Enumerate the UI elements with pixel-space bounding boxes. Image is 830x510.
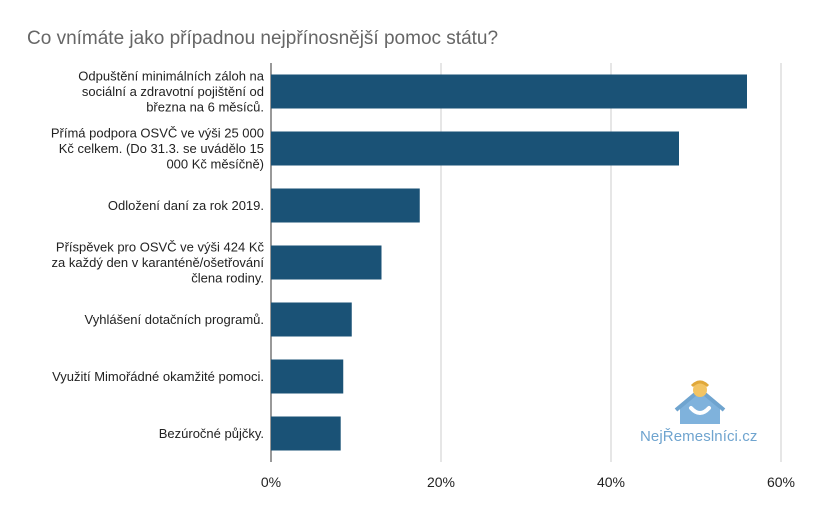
bar xyxy=(271,245,382,280)
category-label: Bezúročné půjčky. xyxy=(159,426,264,441)
category-label: Vyhlášení dotačních programů. xyxy=(85,312,264,327)
category-label: Přímá podpora OSVČ ve výši 25 000 Kč celk… xyxy=(51,126,264,172)
bar xyxy=(271,359,344,394)
x-tick-label: 20% xyxy=(427,474,455,490)
bar xyxy=(271,416,341,451)
category-label: Odložení daní za rok 2019. xyxy=(108,198,264,213)
bar xyxy=(271,131,679,166)
category-label: Příspěvek pro OSVČ ve výši 424 Kč za každ… xyxy=(52,240,265,286)
chart-title: Co vnímáte jako případnou nejpřínosnější… xyxy=(27,28,499,49)
logo-house-icon xyxy=(674,380,726,424)
bar xyxy=(271,74,747,109)
category-label: Využití Mimořádné okamžité pomoci. xyxy=(52,369,264,384)
x-tick-label: 40% xyxy=(597,474,625,490)
bar xyxy=(271,302,352,337)
watermark-text: NejŘemeslníci.cz xyxy=(640,428,758,445)
category-label: Odpuštění minimálních záloh na sociální a… xyxy=(78,69,264,115)
bars xyxy=(271,74,747,451)
x-tick-label: 0% xyxy=(261,474,281,490)
category-labels: Odpuštění minimálních záloh na sociální a… xyxy=(51,69,265,442)
x-axis-ticks: 0% 20% 40% 60% xyxy=(261,474,795,490)
x-tick-label: 60% xyxy=(767,474,795,490)
bar xyxy=(271,188,420,223)
